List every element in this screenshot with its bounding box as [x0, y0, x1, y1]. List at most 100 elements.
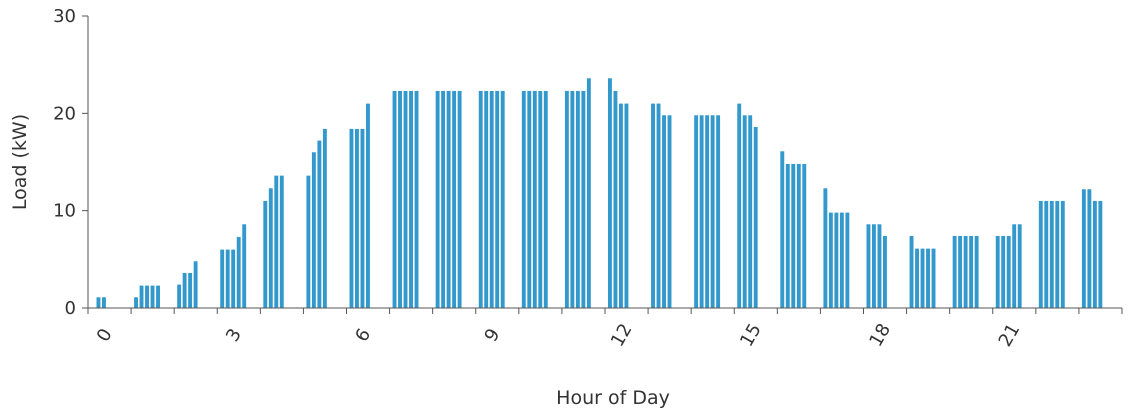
bar-h21-0: [995, 235, 1000, 308]
bar-h1-4: [156, 285, 160, 308]
bar-h19-2: [920, 248, 925, 308]
bar-h18-3: [883, 235, 887, 308]
bar-h3-1: [225, 249, 230, 308]
bar-h22-3: [1055, 200, 1060, 308]
bar-h18-0: [866, 224, 871, 308]
bar-h13-2: [662, 115, 666, 308]
bar-h12-2: [619, 103, 623, 308]
bar-h2-0: [177, 284, 182, 308]
bar-h6-3: [366, 103, 370, 308]
bar-h16-3: [796, 163, 801, 308]
bar-h0-2: [102, 297, 106, 308]
bar-h10-3: [538, 90, 543, 308]
bars-group: [96, 78, 1103, 309]
y-tick-label-10: 10: [53, 201, 76, 222]
y-tick-label-0: 0: [65, 298, 76, 319]
bar-h3-3: [236, 236, 241, 308]
bar-h8-0: [435, 90, 440, 308]
bar-h2-3: [193, 261, 198, 308]
bar-h20-3: [969, 235, 974, 308]
bar-h13-0: [651, 103, 655, 308]
bar-h12-3: [624, 103, 629, 308]
bar-h23-3: [1098, 200, 1103, 308]
y-tick-label-20: 20: [53, 103, 76, 124]
x-tick-label-18: 18: [865, 320, 895, 350]
bar-h14-4: [716, 115, 721, 308]
bar-h9-3: [495, 90, 500, 308]
bar-h5-1: [311, 152, 316, 308]
bar-h14-1: [699, 115, 704, 308]
bar-h13-3: [667, 115, 672, 308]
bar-h14-2: [705, 115, 710, 308]
bar-h22-4: [1060, 200, 1065, 308]
x-tick-label-12: 12: [607, 320, 637, 350]
bar-h17-3: [839, 212, 844, 308]
bar-h14-3: [710, 115, 715, 308]
bar-h7-0: [392, 90, 397, 308]
bar-h23-0: [1081, 189, 1086, 308]
bar-h2-1: [182, 272, 187, 308]
bar-h10-4: [543, 90, 548, 308]
bar-h20-1: [958, 235, 963, 308]
x-tick-label-15: 15: [736, 320, 766, 350]
bar-h18-1: [872, 224, 876, 308]
bar-h6-1: [355, 128, 359, 308]
bar-h22-0: [1038, 200, 1043, 308]
x-tick-label-0: 0: [93, 325, 117, 345]
bar-h11-1: [570, 90, 575, 308]
bar-h17-4: [845, 212, 850, 308]
bar-h9-0: [478, 90, 483, 308]
bar-h22-2: [1049, 200, 1054, 308]
bar-h20-2: [963, 235, 968, 308]
bar-h15-3: [753, 126, 758, 309]
bar-h15-0: [737, 103, 742, 308]
bar-h21-3: [1012, 224, 1017, 308]
bar-h15-2: [748, 115, 753, 308]
bar-h19-1: [915, 248, 919, 308]
bar-h3-4: [242, 224, 247, 308]
x-tick-label-9: 9: [481, 325, 505, 345]
bar-h9-2: [489, 90, 494, 308]
bar-h3-2: [231, 249, 236, 308]
bar-h7-2: [403, 90, 408, 308]
bar-h16-2: [791, 163, 796, 308]
bar-h1-1: [139, 285, 144, 308]
bar-h16-4: [802, 163, 807, 308]
bar-h16-1: [785, 163, 790, 308]
y-axis-title: Load (kW): [9, 114, 31, 210]
bar-h6-2: [360, 128, 365, 308]
x-axis: 0 3 6 9 12 15 18 21: [87, 307, 1123, 350]
bar-h18-2: [877, 224, 882, 308]
bar-h0-1: [96, 297, 101, 308]
x-tick-label-21: 21: [995, 320, 1025, 350]
y-tick-label-30: 30: [53, 6, 76, 27]
bar-h4-1: [268, 188, 273, 308]
bar-h11-2: [575, 90, 580, 308]
x-tick-label-6: 6: [351, 325, 375, 345]
bar-h8-4: [457, 90, 462, 308]
bar-h7-1: [398, 90, 402, 308]
bar-h11-4: [586, 78, 591, 308]
bar-h16-0: [780, 151, 785, 308]
bar-h20-4: [974, 235, 979, 308]
bar-h22-1: [1044, 200, 1049, 308]
y-axis: 0 10 20 30: [53, 6, 89, 319]
bar-h2-2: [188, 272, 193, 308]
bar-h19-3: [926, 248, 930, 308]
bar-h9-4: [500, 90, 505, 308]
bar-h10-2: [532, 90, 537, 308]
bar-h4-0: [263, 200, 268, 308]
bar-h4-3: [279, 175, 284, 308]
bar-h11-0: [564, 90, 569, 308]
bar-h8-3: [452, 90, 457, 308]
bar-h14-0: [694, 115, 699, 308]
bar-h15-1: [742, 115, 747, 308]
x-axis-title: Hour of Day: [556, 387, 670, 409]
bar-h19-0: [909, 235, 914, 308]
bar-h5-0: [306, 175, 311, 308]
bar-h5-2: [317, 140, 322, 308]
bar-h21-4: [1017, 224, 1022, 308]
bar-h1-2: [145, 285, 149, 308]
bar-h1-3: [150, 285, 155, 308]
